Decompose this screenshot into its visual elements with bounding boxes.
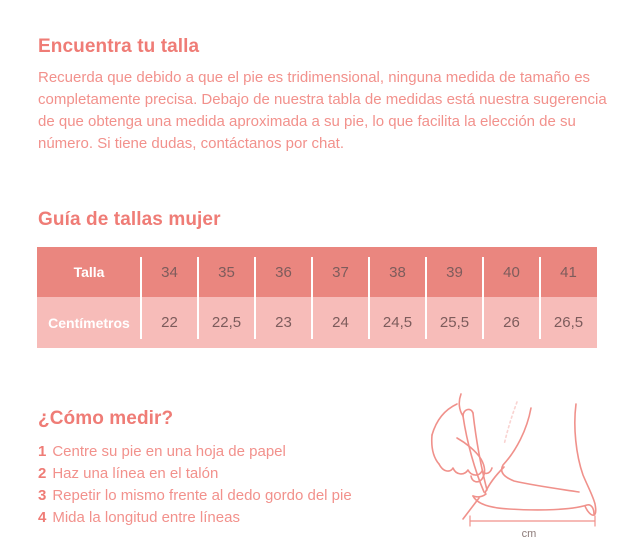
size-cell: 34 [161, 263, 178, 281]
size-table-label-centimetros: Centímetros [48, 314, 130, 331]
measure-step: 2 Haz una línea en el talón [38, 463, 352, 485]
toe-front-line [484, 466, 505, 494]
cm-cell: 26 [503, 314, 520, 331]
shin-instep-line [500, 407, 580, 493]
size-cell: 38 [389, 263, 406, 281]
thumb-outline [456, 437, 486, 483]
measure-steps-list: 1 Centre su pie en una hoja de papel 2 Haz… [38, 441, 352, 529]
column-divider [539, 257, 541, 339]
toe-bump-line [472, 493, 487, 498]
step-text: Repetir lo mismo frente al dedo gordo de… [52, 487, 352, 504]
hand-wrist-line [431, 403, 458, 436]
cm-cell: 22 [161, 314, 178, 331]
pencil-right-edge [472, 412, 488, 491]
column-divider [197, 257, 199, 339]
measure-step: 1 Centre su pie en una hoja de papel [38, 441, 352, 463]
sole-line [472, 495, 595, 515]
measure-step: 4 Mida la longitud entre líneas [38, 507, 352, 529]
hand-wrist-inner-line [458, 393, 464, 417]
leg-back-heel-line [574, 403, 597, 516]
size-table: Talla 34 35 36 37 38 39 40 41 Centímetro… [37, 247, 597, 348]
cm-cell: 22,5 [211, 314, 242, 331]
size-cell: 36 [275, 263, 292, 281]
cm-unit-label: cm [522, 528, 537, 540]
drawn-pencil-mark [462, 497, 480, 520]
shin-sketch-line [503, 401, 518, 446]
women-size-guide-heading: Guía de tallas mujer [38, 209, 221, 230]
size-cell: 41 [560, 263, 577, 281]
size-intro-paragraph: Recuerda que debido a que el pie es trid… [38, 69, 607, 152]
column-divider [254, 257, 256, 339]
palm-outline [430, 434, 440, 465]
cm-cell: 24,5 [382, 314, 413, 331]
column-divider [311, 257, 313, 339]
pencil-top [462, 408, 474, 417]
column-divider [140, 257, 142, 339]
cm-cell: 24 [332, 314, 349, 331]
find-your-size-heading: Encuentra tu talla [38, 36, 200, 57]
step-text: Haz una línea en el talón [52, 465, 219, 482]
foot-measurement-illustration: cm [430, 393, 643, 556]
pencil-left-edge [462, 415, 485, 493]
measure-line [469, 515, 596, 527]
size-table-label-talla: Talla [73, 264, 105, 280]
size-cell: 39 [446, 263, 463, 281]
size-cell: 40 [503, 263, 520, 281]
step-number: 4 [38, 509, 47, 526]
column-divider [425, 257, 427, 339]
how-to-measure-heading: ¿Cómo medir? [38, 408, 174, 429]
measure-step: 3 Repetir lo mismo frente al dedo gordo d… [38, 485, 352, 507]
column-divider [482, 257, 484, 339]
cm-cell: 25,5 [439, 314, 470, 331]
cm-cell: 26,5 [553, 314, 584, 331]
size-cell: 35 [218, 263, 235, 281]
foot-illustration-svg: cm [430, 393, 597, 540]
size-table-row-centimetros: Centímetros 22 22,5 23 24 24,5 25,5 26 2… [37, 297, 597, 348]
column-divider [368, 257, 370, 339]
step-text: Centre su pie en una hoja de papel [52, 443, 286, 460]
size-cell: 37 [332, 263, 349, 281]
step-number: 3 [38, 487, 47, 504]
step-number: 2 [38, 465, 47, 482]
cm-cell: 23 [275, 314, 292, 331]
step-number: 1 [38, 443, 47, 460]
size-table-row-talla: Talla 34 35 36 37 38 39 40 41 [37, 247, 597, 297]
step-text: Mida la longitud entre líneas [52, 509, 240, 526]
